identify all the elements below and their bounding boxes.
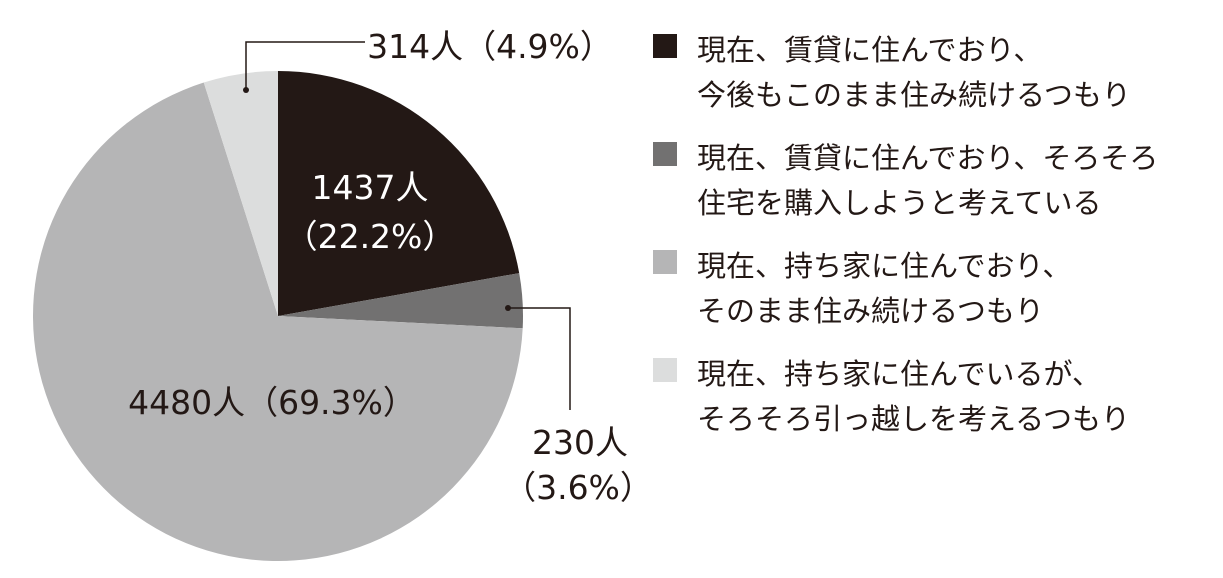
pie-slice-1 (278, 273, 523, 329)
legend-swatch (653, 358, 677, 382)
data-label-count-230: 230人 (532, 423, 628, 462)
legend-label: 現在、持ち家に住んでおり、 (697, 249, 1072, 283)
data-label-count-1437: 1437人 (311, 168, 429, 207)
legend-label: 現在、持ち家に住んでいるが、 (697, 357, 1101, 391)
legend-label: そのまま住み続けるつもり (697, 294, 1044, 328)
legend-swatch (653, 250, 677, 274)
leader-line-314 (243, 41, 365, 93)
pie-slice-3 (203, 71, 278, 316)
legend-item: 現在、持ち家に住んでおり、 そのまま住み続けるつもり (653, 244, 1158, 334)
legend-item: 現在、賃貸に住んでおり、今後もこのまま住み続けるつもり (653, 28, 1158, 118)
data-label-pct-3.6: （3.6%） (503, 468, 653, 507)
leader-line-230 (505, 305, 571, 410)
data-label-pct-22.2: （22.2%） (284, 217, 456, 256)
legend-swatch (653, 142, 677, 166)
legend-swatch (653, 34, 677, 58)
data-label-314: 314人（4.9%） (367, 27, 613, 66)
legend-label: 今後もこのまま住み続けるつもり (697, 78, 1131, 112)
legend: 現在、賃貸に住んでおり、今後もこのまま住み続けるつもり 現在、賃貸に住んでおり、… (653, 28, 1158, 460)
pie-slice-0 (278, 71, 520, 316)
legend-label: 現在、賃貸に住んでおり、そろそろ (697, 141, 1159, 175)
legend-item: 現在、賃貸に住んでおり、そろそろ 住宅を購入しようと考えている (653, 136, 1158, 226)
legend-label: 現在、賃貸に住んでおり、 (697, 33, 1043, 67)
legend-label: 住宅を購入しようと考えている (697, 186, 1102, 220)
legend-item: 現在、持ち家に住んでいるが、 そろそろ引っ越しを考えるつもり (653, 352, 1158, 442)
pie-slice-2 (32, 82, 523, 562)
data-label-4480: 4480人（69.3%） (128, 383, 416, 422)
legend-label: そろそろ引っ越しを考えるつもり (697, 402, 1130, 436)
